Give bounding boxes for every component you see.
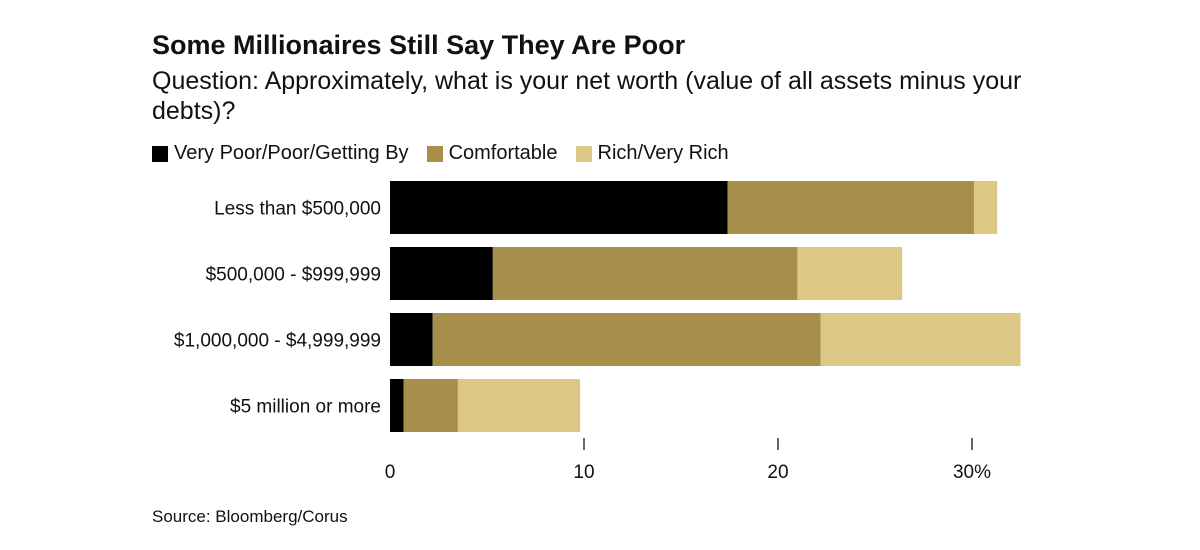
x-tick-label: 10 bbox=[573, 462, 594, 483]
bar-segment-comfortable bbox=[403, 379, 458, 432]
x-tick-label: 30% bbox=[953, 462, 991, 483]
x-tick-label: 20 bbox=[767, 462, 788, 483]
legend-label-poor: Very Poor/Poor/Getting By bbox=[174, 142, 409, 164]
legend-item-poor: Very Poor/Poor/Getting By bbox=[152, 142, 409, 165]
bar-segment-rich bbox=[820, 313, 1021, 366]
bar-segment-rich bbox=[973, 181, 998, 234]
chart-legend: Very Poor/Poor/Getting By Comfortable Ri… bbox=[152, 142, 747, 165]
bar-segment-poor bbox=[390, 313, 433, 366]
legend-label-rich: Rich/Very Rich bbox=[597, 142, 729, 164]
chart-title: Some Millionaires Still Say They Are Poo… bbox=[152, 30, 686, 60]
category-label: $5 million or more bbox=[230, 397, 381, 418]
bar-segment-poor bbox=[390, 379, 404, 432]
category-label: Less than $500,000 bbox=[214, 199, 381, 220]
category-label: $500,000 - $999,999 bbox=[206, 265, 381, 286]
legend-swatch-rich bbox=[575, 145, 592, 162]
bar-segment-comfortable bbox=[727, 181, 974, 234]
bar-segment-comfortable bbox=[492, 247, 798, 300]
bar-segment-poor bbox=[390, 247, 493, 300]
x-tick-label: 0 bbox=[385, 462, 396, 483]
bar-segment-comfortable bbox=[432, 313, 821, 366]
category-label: $1,000,000 - $4,999,999 bbox=[174, 331, 381, 352]
legend-swatch-poor bbox=[152, 145, 168, 162]
legend-item-rich: Rich/Very Rich bbox=[575, 142, 729, 165]
legend-item-comfortable: Comfortable bbox=[426, 142, 558, 165]
bar-segment-poor bbox=[390, 181, 728, 234]
legend-swatch-comfortable bbox=[426, 145, 443, 162]
bar-segment-rich bbox=[457, 379, 581, 432]
chart-subtitle: Question: Approximately, what is your ne… bbox=[152, 67, 1022, 125]
chart-source: Source: Bloomberg/Corus bbox=[152, 507, 348, 526]
legend-label-comfortable: Comfortable bbox=[448, 142, 558, 164]
bar-segment-rich bbox=[797, 247, 903, 300]
